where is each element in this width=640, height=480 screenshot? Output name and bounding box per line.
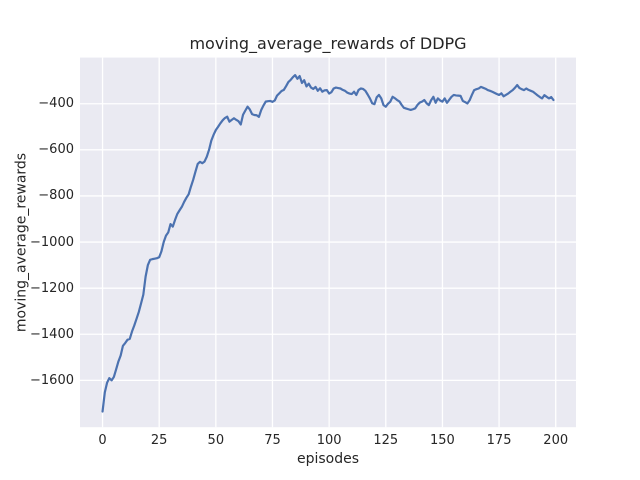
x-tick-label: 175	[486, 433, 512, 448]
x-tick-label: 150	[430, 433, 455, 448]
y-tick-label: −1200	[30, 280, 74, 296]
chart-title: moving_average_rewards of DDPG	[189, 34, 467, 53]
y-tick-label: −600	[38, 142, 74, 158]
x-tick-label: 200	[543, 433, 569, 448]
y-tick-label: −1400	[30, 326, 74, 342]
x-axis-label: episodes	[296, 451, 360, 467]
x-tick-label: 0	[98, 433, 107, 448]
x-tick-label: 50	[207, 433, 225, 448]
x-tick-label: 75	[264, 433, 281, 448]
y-tick-label: −800	[38, 188, 74, 204]
series-line-moving_average_rewards	[101, 74, 555, 413]
x-tick-label: 125	[373, 433, 399, 448]
x-tick-label: 100	[316, 433, 342, 448]
y-tick-label: −400	[38, 96, 74, 112]
x-tick-label: 25	[150, 433, 168, 448]
y-tick-label: −1000	[30, 234, 74, 250]
y-tick-label: −1600	[30, 372, 74, 388]
